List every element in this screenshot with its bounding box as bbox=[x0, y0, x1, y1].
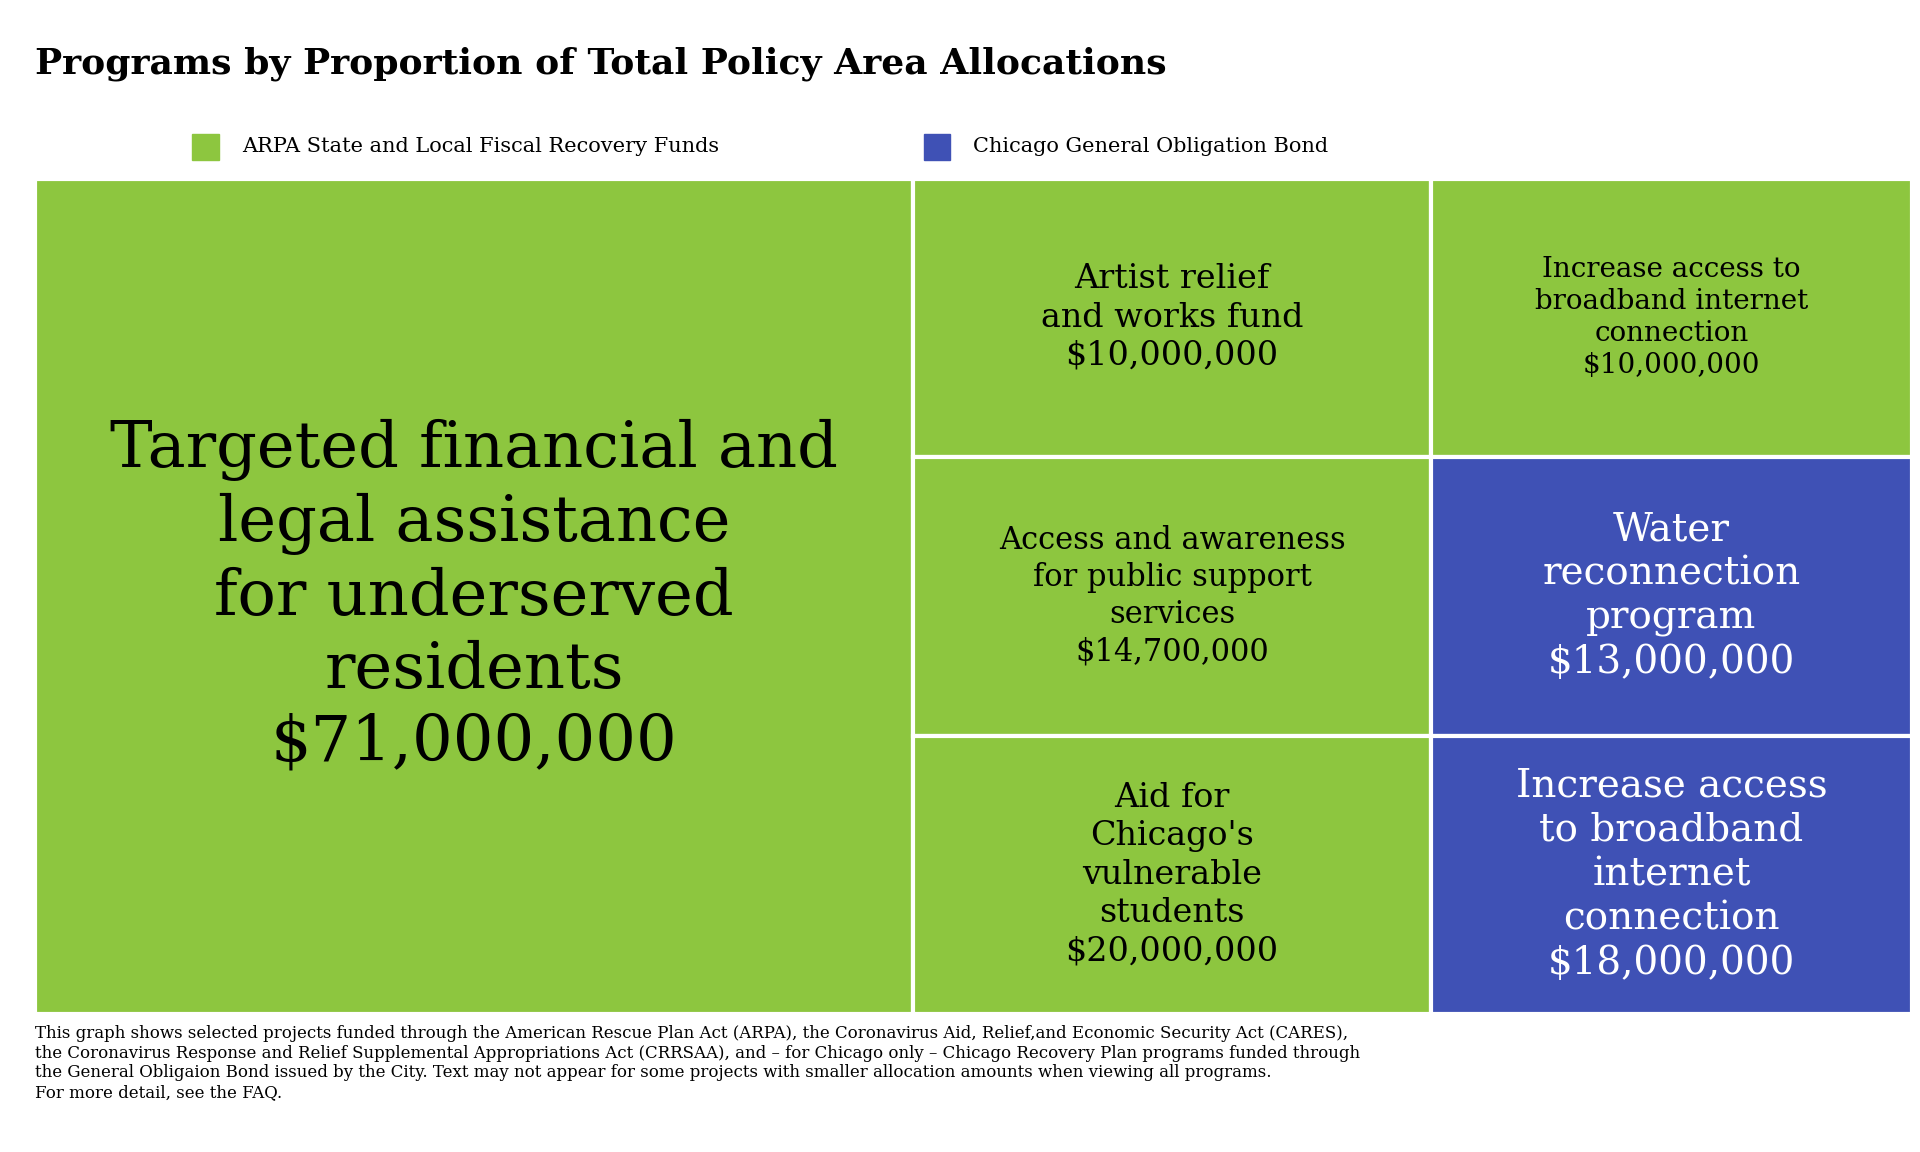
Text: This graph shows selected projects funded through the American Rescue Plan Act (: This graph shows selected projects funde… bbox=[35, 1025, 1359, 1101]
Text: Targeted financial and
legal assistance
for underserved
residents
$71,000,000: Targeted financial and legal assistance … bbox=[109, 418, 837, 774]
Text: Artist relief
and works fund
$10,000,000: Artist relief and works fund $10,000,000 bbox=[1041, 264, 1304, 372]
Bar bbox=[35, 179, 914, 1014]
Text: Increase access to
broadband internet
connection
$10,000,000: Increase access to broadband internet co… bbox=[1534, 256, 1809, 379]
Text: Chicago General Obligation Bond: Chicago General Obligation Bond bbox=[973, 137, 1329, 157]
Text: Aid for
Chicago's
vulnerable
students
$20,000,000: Aid for Chicago's vulnerable students $2… bbox=[1066, 782, 1279, 968]
Bar bbox=[914, 736, 1430, 1014]
Text: Increase access
to broadband
internet
connection
$18,000,000: Increase access to broadband internet co… bbox=[1515, 767, 1828, 982]
Bar bbox=[1430, 179, 1912, 456]
Text: Access and awareness
for public support
services
$14,700,000: Access and awareness for public support … bbox=[998, 525, 1346, 667]
Text: Programs by Proportion of Total Policy Area Allocations: Programs by Proportion of Total Policy A… bbox=[35, 46, 1165, 81]
Bar bbox=[914, 456, 1430, 736]
Bar bbox=[1430, 736, 1912, 1014]
Bar bbox=[914, 179, 1430, 456]
Text: Water
reconnection
program
$13,000,000: Water reconnection program $13,000,000 bbox=[1542, 511, 1801, 681]
Text: ARPA State and Local Fiscal Recovery Funds: ARPA State and Local Fiscal Recovery Fun… bbox=[242, 137, 720, 157]
Bar bbox=[1430, 456, 1912, 736]
